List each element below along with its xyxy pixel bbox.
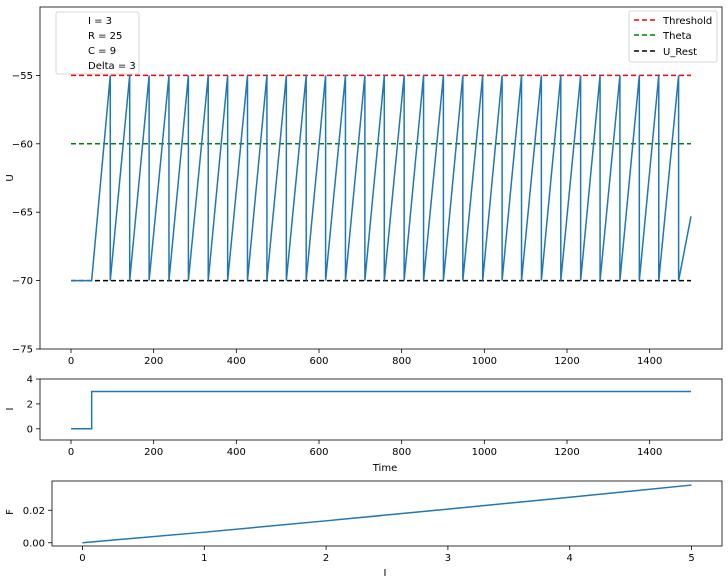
param-current: I = 3 [88,16,112,27]
current-plot-frame [39,378,723,441]
x-tick-label: 2 [323,553,329,564]
y-tick-label: 0.00 [23,538,45,549]
x-tick-label: 0 [68,356,74,367]
voltage-plot: 0 200 400 600 800 1000 1200 1400 −75 −70 −65 −60 −5… [5,6,723,367]
current-plot: 0 200 400 600 800 1000 1200 1400 0 2 4 I Time [5,375,723,474]
y-tick-label: 0 [27,424,33,435]
x-tick-label: 1400 [637,356,662,367]
x-tick-label: 5 [688,553,694,564]
fi-curve-plot: 0 1 2 3 4 5 0.00 0.02 F I [5,480,723,579]
current-trace [71,390,691,430]
param-delta: Delta = 3 [88,61,136,72]
voltage-trace [71,75,692,282]
x-tick-label: 200 [144,447,163,458]
x-tick-label: 600 [309,356,328,367]
x-tick-label: 1200 [554,447,579,458]
parameters-legend: I = 3 R = 25 C = 9 Delta = 3 [55,11,140,75]
y-tick-label: −70 [12,276,33,287]
x-tick-label: 200 [144,356,163,367]
param-capacitance: C = 9 [88,46,116,57]
voltage-plot-frame [39,6,723,350]
y-tick-label: 0.02 [23,506,45,517]
x-tick-label: 1 [201,553,207,564]
current-x-axis-label: I [384,568,387,579]
x-tick-label: 1000 [472,356,497,367]
y-tick-label: −65 [12,208,33,219]
x-tick-label: 400 [227,447,246,458]
x-tick-label: 1400 [637,447,662,458]
x-tick-label: 1000 [472,447,497,458]
x-tick-label: 800 [392,356,411,367]
y-tick-label: −55 [12,71,33,82]
x-tick-label: 1200 [554,356,579,367]
x-tick-label: 3 [445,553,451,564]
legend-label-theta: Theta [662,31,692,42]
fi-curve-trace [82,484,692,544]
x-tick-label: 4 [567,553,573,564]
time-axis-label: Time [372,463,397,474]
y-tick-label: 4 [27,375,33,386]
frequency-axis-label: F [5,509,16,515]
x-tick-label: 800 [392,447,411,458]
legend-label-threshold: Threshold [662,16,712,27]
param-resistance: R = 25 [88,31,122,42]
fi-curve-plot-frame [51,480,723,547]
x-tick-label: 0 [79,553,85,564]
current-axis-label: I [5,408,16,411]
x-tick-label: 0 [68,447,74,458]
voltage-axis-label: U [5,174,16,181]
x-tick-label: 600 [309,447,328,458]
lines-legend: Threshold Theta U_Rest [628,10,718,63]
y-tick-label: −75 [12,345,33,356]
reference-lines [71,74,691,282]
y-tick-label: −60 [12,139,33,150]
y-tick-label: 2 [27,399,33,410]
x-tick-label: 400 [227,356,246,367]
legend-label-u-rest: U_Rest [663,47,697,58]
